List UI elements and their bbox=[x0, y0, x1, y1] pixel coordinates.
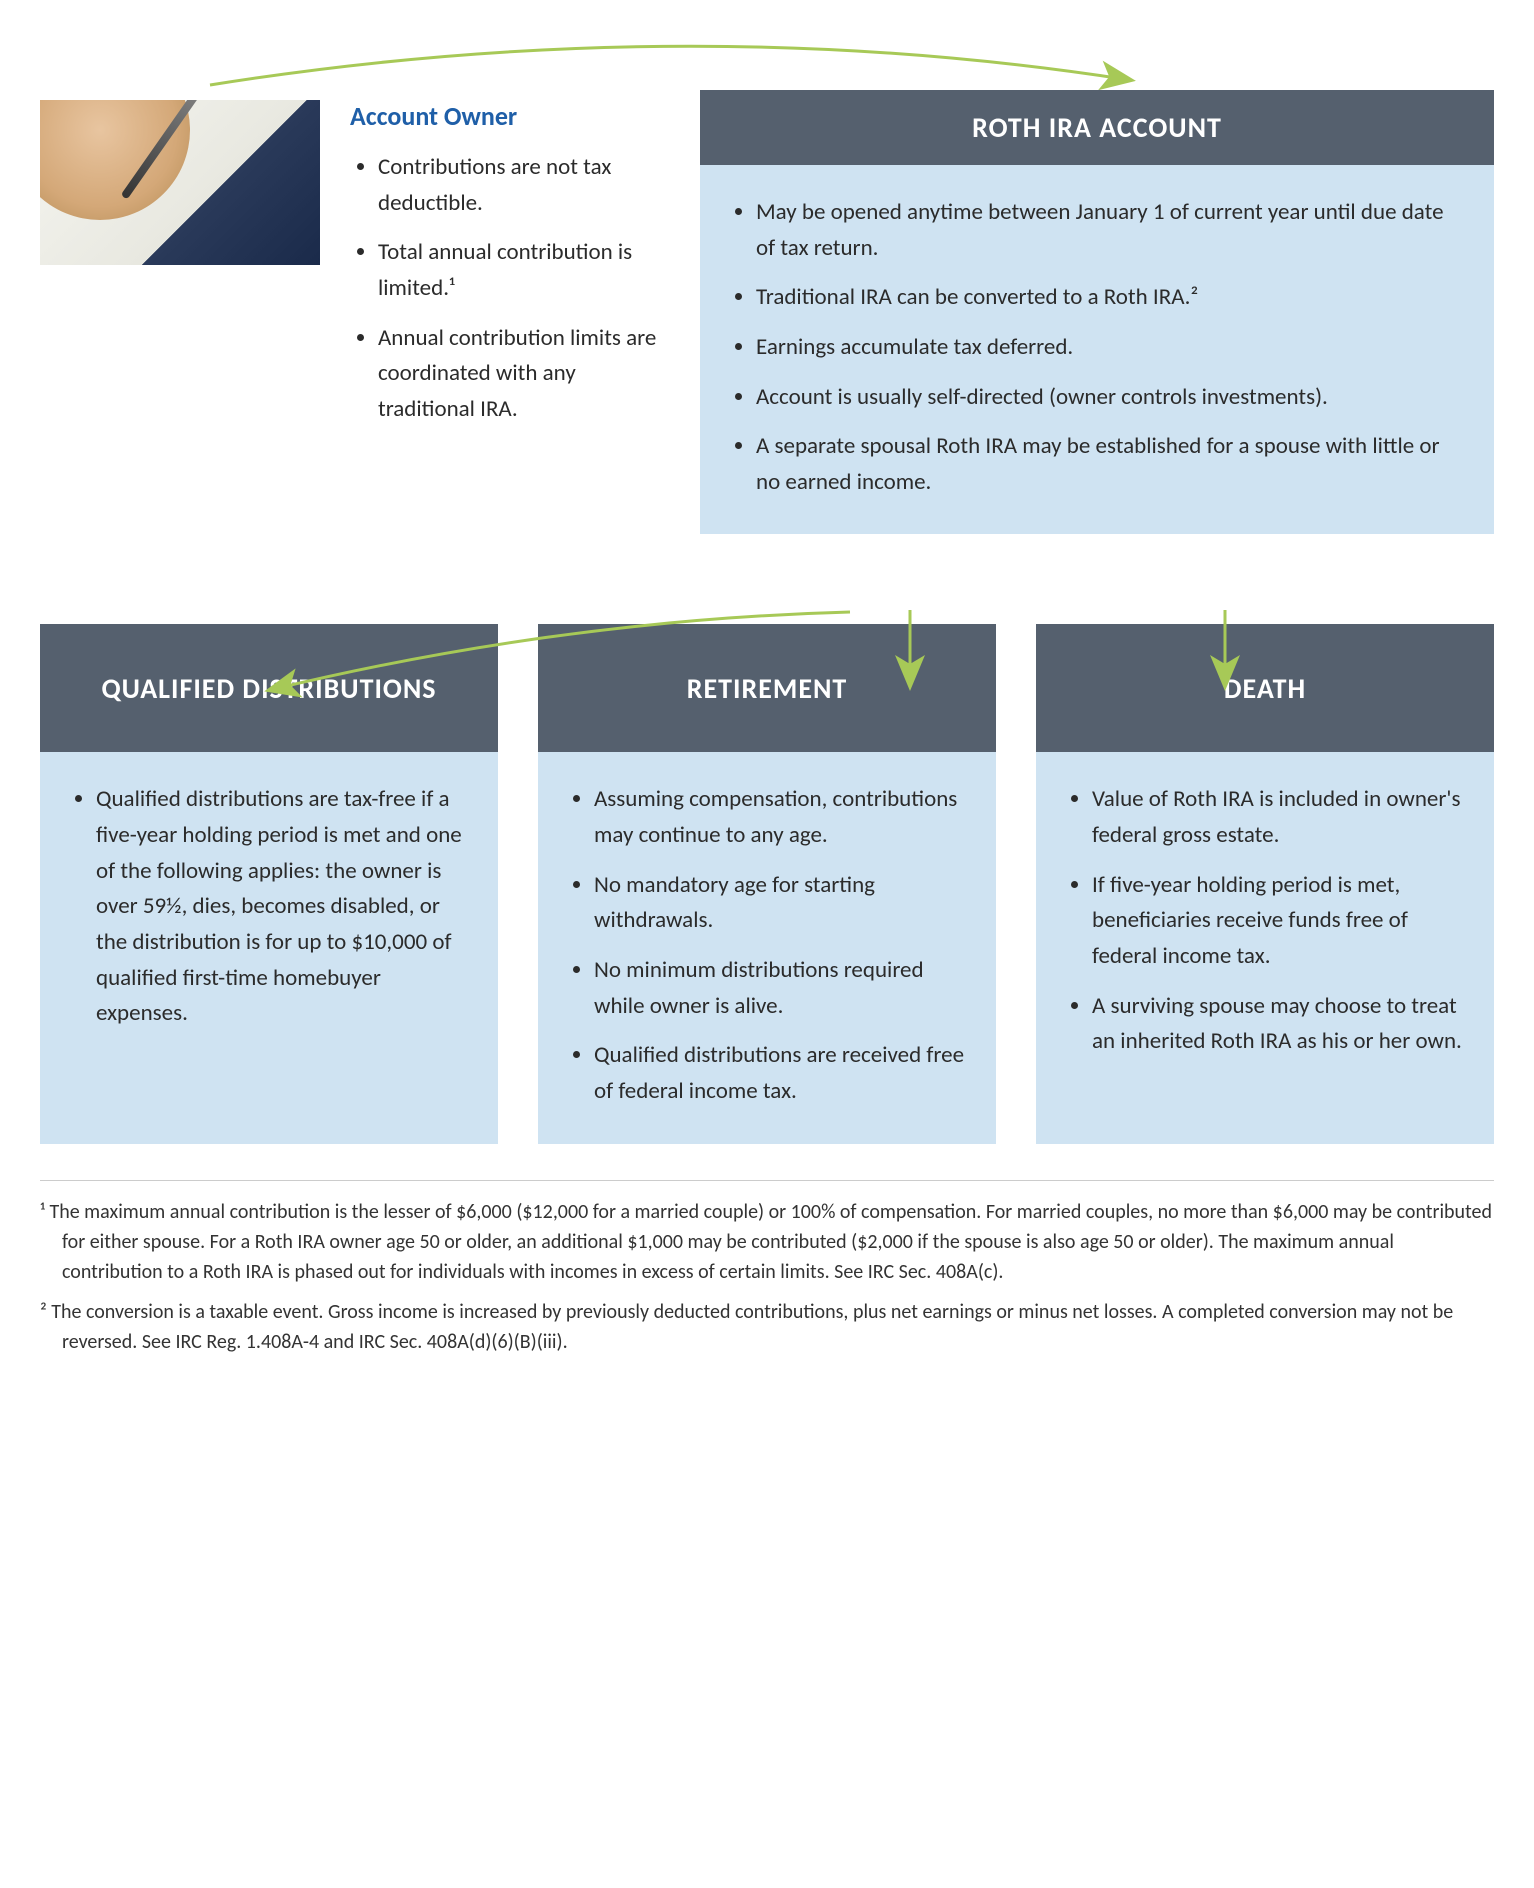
card-list: Qualified distributions are tax-free if … bbox=[68, 782, 470, 1031]
roth-ira-body: May be opened anytime between January 1 … bbox=[700, 165, 1494, 534]
card-header: QUALIFIED DISTRIBUTIONS bbox=[40, 624, 498, 752]
hero-image bbox=[40, 100, 320, 265]
list-item: Earnings accumulate tax deferred. bbox=[756, 330, 1466, 366]
footnote: ¹ The maximum annual contribution is the… bbox=[40, 1197, 1494, 1287]
card-body: Qualified distributions are tax-free if … bbox=[40, 752, 498, 1143]
list-item: Total annual contribution is limited.¹ bbox=[378, 235, 670, 306]
list-item: A separate spousal Roth IRA may be estab… bbox=[756, 429, 1466, 500]
account-owner-column: Account Owner Contributions are not tax … bbox=[350, 100, 670, 534]
list-item: A surviving spouse may choose to treat a… bbox=[1092, 989, 1466, 1060]
card-header: DEATH bbox=[1036, 624, 1494, 752]
card-header: RETIREMENT bbox=[538, 624, 996, 752]
roth-ira-box: ROTH IRA ACCOUNT May be opened anytime b… bbox=[700, 90, 1494, 534]
card-list: Assuming compensation, contributions may… bbox=[566, 782, 968, 1109]
footnotes: ¹ The maximum annual contribution is the… bbox=[40, 1180, 1494, 1357]
account-owner-title: Account Owner bbox=[350, 100, 670, 132]
list-item: May be opened anytime between January 1 … bbox=[756, 195, 1466, 266]
qualified-distributions-card: QUALIFIED DISTRIBUTIONS Qualified distri… bbox=[40, 624, 498, 1143]
list-item: Qualified distributions are tax-free if … bbox=[96, 782, 470, 1031]
card-body: Value of Roth IRA is included in owner's… bbox=[1036, 752, 1494, 1143]
roth-ira-list: May be opened anytime between January 1 … bbox=[728, 195, 1466, 500]
retirement-card: RETIREMENT Assuming compensation, contri… bbox=[538, 624, 996, 1143]
infographic-container: Account Owner Contributions are not tax … bbox=[40, 40, 1494, 1357]
bottom-row: QUALIFIED DISTRIBUTIONS Qualified distri… bbox=[40, 624, 1494, 1143]
list-item: No minimum distributions required while … bbox=[594, 953, 968, 1024]
top-row: Account Owner Contributions are not tax … bbox=[40, 40, 1494, 534]
list-item: Traditional IRA can be converted to a Ro… bbox=[756, 280, 1466, 316]
list-item: Contributions are not tax deductible. bbox=[378, 150, 670, 221]
death-card: DEATH Value of Roth IRA is included in o… bbox=[1036, 624, 1494, 1143]
list-item: If five-year holding period is met, bene… bbox=[1092, 868, 1466, 975]
list-item: Account is usually self-directed (owner … bbox=[756, 380, 1466, 416]
list-item: Qualified distributions are received fre… bbox=[594, 1038, 968, 1109]
list-item: Assuming compensation, contributions may… bbox=[594, 782, 968, 853]
list-item: Annual contribution limits are coordinat… bbox=[378, 321, 670, 428]
card-body: Assuming compensation, contributions may… bbox=[538, 752, 996, 1143]
roth-ira-header: ROTH IRA ACCOUNT bbox=[700, 90, 1494, 165]
list-item: Value of Roth IRA is included in owner's… bbox=[1092, 782, 1466, 853]
account-owner-list: Contributions are not tax deductible. To… bbox=[350, 150, 670, 427]
card-list: Value of Roth IRA is included in owner's… bbox=[1064, 782, 1466, 1059]
list-item: No mandatory age for starting withdrawal… bbox=[594, 868, 968, 939]
footnote: ² The conversion is a taxable event. Gro… bbox=[40, 1297, 1494, 1357]
